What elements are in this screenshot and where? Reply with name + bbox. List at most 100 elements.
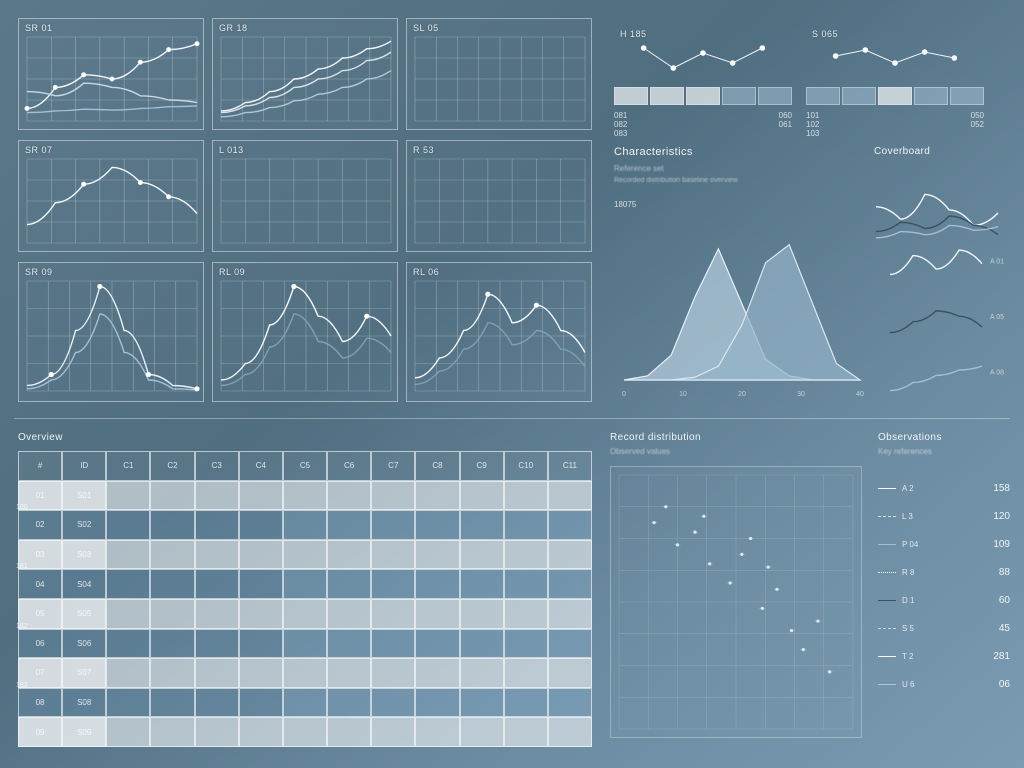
legend-swatch-icon [878,628,896,629]
table-header-cell: C9 [460,451,504,481]
chart-svg [407,141,591,251]
chart-svg [213,19,397,129]
legend-swatch-icon [878,572,896,573]
scatter-frame [610,466,862,738]
table-cell [239,717,283,747]
table-header-cell: C10 [504,451,548,481]
table-cell: 04 [18,569,62,599]
table-cell [283,688,327,718]
stat-labels: 101102103050052 [806,111,984,138]
data-table: Overview #IDC1C2C3C4C5C6C7C8C9C10C1101S0… [18,432,592,752]
table-cell [371,688,415,718]
legend-rows: A 2158L 3120P 04109R 888D 160S 545T 2281… [878,474,1010,698]
table-cell [150,717,194,747]
legend-swatch-icon [878,544,896,545]
table-header-cell: C2 [150,451,194,481]
table-cell [504,481,548,511]
table-cell [504,599,548,629]
table-cell [371,599,415,629]
table-cell [504,510,548,540]
scatter-panel: Record distribution Observed values [610,432,862,752]
chart-panel-mid-3: R 53 [406,140,592,252]
table-cell: S01 [62,481,106,511]
table-cell [327,510,371,540]
chart-panel-mid-2: L 013 [212,140,398,252]
table-cell [239,599,283,629]
stat-spark [614,38,792,78]
chart-panel-top-1: SR 01 [18,18,204,130]
table-cell [150,688,194,718]
table-cell [371,540,415,570]
table-cell: 09 [18,717,62,747]
chart-panel-bot-2: RL 09 [212,262,398,402]
area-svg: 010203040 [614,232,870,402]
chart-svg [213,141,397,251]
table-cell [239,569,283,599]
table-title: Overview [18,432,592,443]
table-grid: #IDC1C2C3C4C5C6C7C8C9C10C1101S0102S0203S… [18,451,592,747]
table-cell [106,717,150,747]
legend-label: P 04 [902,540,918,549]
table-header-cell: C7 [371,451,415,481]
table-cell [415,717,459,747]
table-cell [460,481,504,511]
table-cell [460,540,504,570]
table-cell [327,540,371,570]
table-cell [371,481,415,511]
chart-panel-top-3: SL 05 [406,18,592,130]
spark-side-title: Coverboard [874,146,930,157]
table-cell [327,569,371,599]
table-cell [150,629,194,659]
table-cell [327,629,371,659]
table-cell [239,540,283,570]
table-cell [371,717,415,747]
legend-swatch-icon [878,488,896,489]
svg-text:A 08: A 08 [990,369,1004,376]
legend-subtitle: Key references [878,447,1010,456]
legend-label: S 5 [902,624,914,633]
chart-svg [19,263,203,401]
table-cell [327,599,371,629]
table-cell [548,629,592,659]
table-cell [327,717,371,747]
table-header-cell: C1 [106,451,150,481]
legend-row: D 160 [878,586,1010,614]
table-cell [460,510,504,540]
stat-labels: 081082083060061 [614,111,792,138]
table-cell [548,717,592,747]
table-cell [460,688,504,718]
legend-label: U 6 [902,680,914,689]
table-cell [548,688,592,718]
stat-spark [806,38,984,78]
table-cell [150,540,194,570]
table-cell [106,688,150,718]
legend-row: A 2158 [878,474,1010,502]
table-cell [548,510,592,540]
table-cell [283,599,327,629]
chart-svg [407,19,591,129]
table-cell: S09 [62,717,106,747]
scatter-title: Record distribution [610,432,862,443]
legend-swatch-icon [878,684,896,685]
stat-strip-1: H 185 081082083060061 [614,20,792,128]
table-cell [106,540,150,570]
legend-value: 281 [993,651,1010,662]
table-cell [195,481,239,511]
legend-value: 88 [999,567,1010,578]
svg-text:A 05: A 05 [990,314,1004,321]
table-cell [460,599,504,629]
table-cell [371,629,415,659]
table-cell: S08 [62,688,106,718]
table-cell [239,629,283,659]
legend-row: P 04109 [878,530,1010,558]
table-cell [460,717,504,747]
table-cell [504,569,548,599]
table-cell [106,599,150,629]
table-cell [283,658,327,688]
svg-text:20: 20 [738,391,746,398]
table-cell [504,629,548,659]
table-header-cell: C3 [195,451,239,481]
legend-row: T 2281 [878,642,1010,670]
table-cell [195,569,239,599]
mid-right-section: Characteristics Reference set Recorded d… [614,146,1014,209]
